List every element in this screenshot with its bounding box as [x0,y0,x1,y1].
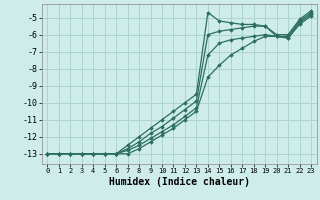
X-axis label: Humidex (Indice chaleur): Humidex (Indice chaleur) [109,177,250,187]
